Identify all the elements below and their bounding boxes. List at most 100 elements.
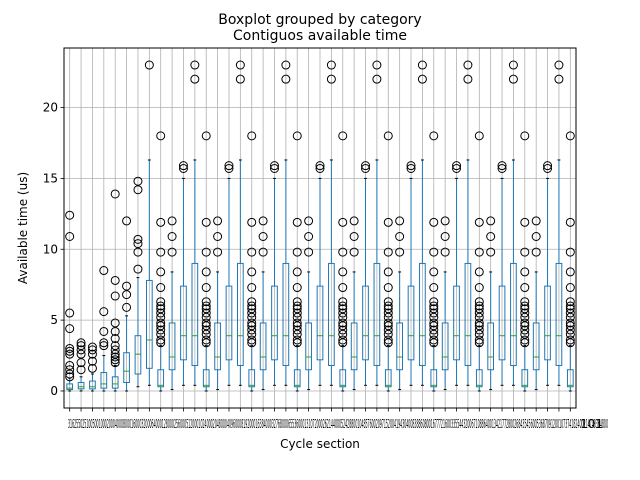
flier-point [65, 349, 75, 359]
flier-point [99, 341, 109, 351]
flier-point [201, 308, 211, 318]
flier-point [326, 74, 336, 84]
box [315, 161, 325, 386]
flier-point [201, 217, 211, 227]
box [178, 161, 188, 386]
flier-point [429, 321, 439, 331]
flier-point [235, 60, 245, 70]
box-body [566, 369, 574, 388]
y-tick-label: 5 [50, 313, 58, 327]
flier-point [565, 338, 575, 348]
flier-point [474, 247, 484, 257]
box [349, 216, 359, 391]
flier-point [247, 297, 257, 307]
flier-point [201, 325, 211, 335]
flier-point [383, 301, 393, 311]
flier-point [65, 346, 75, 356]
flier-point [429, 325, 439, 335]
flier-point [201, 329, 211, 339]
flier-point [338, 321, 348, 331]
box [406, 161, 416, 386]
box-body [157, 369, 165, 388]
flier-point [520, 301, 530, 311]
flier-point [87, 345, 97, 355]
flier-point [110, 345, 120, 355]
flier-point [292, 338, 302, 348]
box [269, 161, 279, 386]
flier-point [201, 318, 211, 328]
flier-point [395, 232, 405, 242]
flier-point [247, 335, 257, 345]
flier-point [565, 335, 575, 345]
box [383, 131, 393, 392]
flier-point [304, 247, 314, 257]
flier-point [292, 308, 302, 318]
flier-point [247, 325, 257, 335]
box [554, 60, 564, 386]
flier-point [508, 60, 518, 70]
box [247, 131, 257, 392]
flier-point [520, 304, 530, 314]
y-tick-label: 15 [43, 171, 58, 185]
box-body [214, 322, 221, 371]
flier-point [201, 247, 211, 257]
box-body [111, 376, 119, 389]
flier-point [338, 308, 348, 318]
flier-point [440, 247, 450, 257]
flier-point [543, 163, 553, 173]
flier-point [247, 308, 257, 318]
flier-point [247, 318, 257, 328]
flier-point [565, 308, 575, 318]
flier-point [76, 341, 86, 351]
flier-point [133, 176, 143, 186]
flier-point [474, 318, 484, 328]
flier-point [452, 163, 462, 173]
flier-point [258, 247, 268, 257]
box-body [180, 285, 187, 361]
flier-point [247, 338, 257, 348]
flier-point [429, 335, 439, 345]
flier-point [520, 308, 530, 318]
box-body [373, 262, 381, 366]
box [440, 216, 450, 391]
flier-point [486, 247, 496, 257]
flier-point [429, 329, 439, 339]
flier-point [201, 297, 211, 307]
flier-point [292, 297, 302, 307]
flier-point [417, 74, 427, 84]
flier-point [383, 321, 393, 331]
flier-point [338, 304, 348, 314]
flier-point [156, 304, 166, 314]
flier-point [156, 301, 166, 311]
box-body [464, 262, 472, 366]
flier-point [201, 312, 211, 322]
flier-point [247, 329, 257, 339]
box-body [430, 369, 438, 388]
flier-point [144, 60, 154, 70]
flier-point [269, 161, 279, 171]
flier-point [383, 131, 393, 141]
flier-point [65, 210, 75, 220]
chart-suptitle: Boxplot grouped by category [218, 12, 421, 28]
flier-point [531, 216, 541, 226]
flier-point [201, 321, 211, 331]
flier-point [76, 365, 86, 375]
flier-point [156, 329, 166, 339]
flier-point [474, 325, 484, 335]
flier-point [474, 335, 484, 345]
box-body [134, 335, 142, 375]
box [144, 60, 154, 386]
box [429, 131, 439, 392]
flier-point [338, 301, 348, 311]
flier-point [201, 267, 211, 277]
flier-point [429, 304, 439, 314]
box [338, 131, 348, 392]
flier-point [156, 338, 166, 348]
flier-point [87, 363, 97, 373]
flier-point [520, 335, 530, 345]
flier-point [338, 335, 348, 345]
flier-point [429, 301, 439, 311]
flier-point [565, 217, 575, 227]
box-group [65, 60, 575, 392]
flier-point [281, 74, 291, 84]
